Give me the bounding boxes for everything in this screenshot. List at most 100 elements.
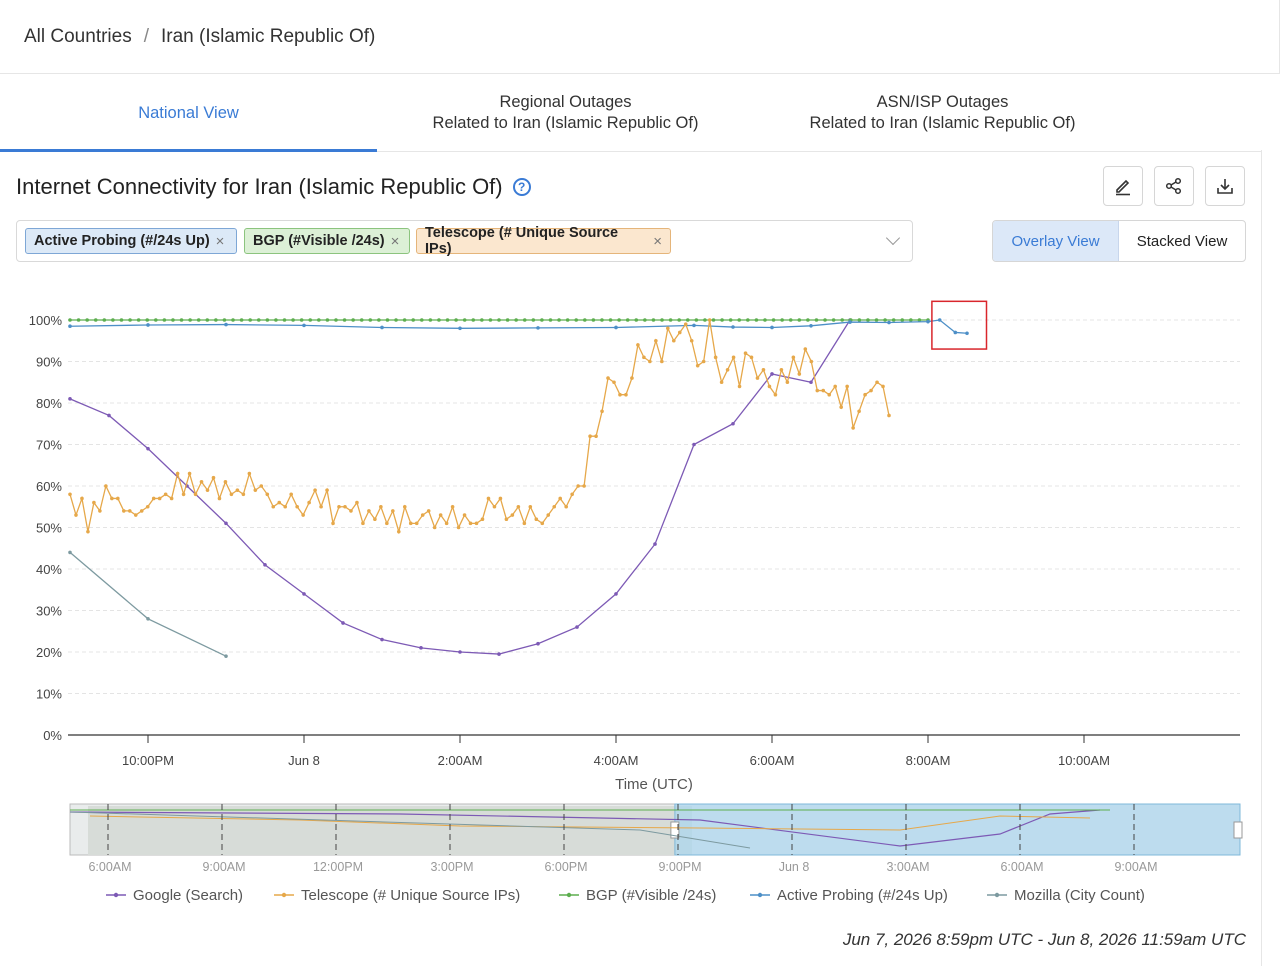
telescope-unique-source-ips-point bbox=[241, 492, 246, 497]
bgp-visible-24s-point bbox=[883, 318, 887, 322]
telescope-unique-source-ips-point bbox=[725, 368, 730, 372]
telescope-unique-source-ips-point bbox=[462, 513, 467, 517]
bgp-visible-24s-point bbox=[274, 318, 278, 322]
telescope-unique-source-ips-point bbox=[277, 500, 282, 505]
stacked-view-button[interactable]: Stacked View bbox=[1136, 232, 1228, 250]
bgp-visible-24s-point bbox=[480, 318, 484, 322]
download-button[interactable] bbox=[1205, 166, 1245, 206]
bgp-visible-24s-point bbox=[334, 318, 338, 322]
telescope-unique-source-ips-point bbox=[187, 471, 192, 476]
y-tick-label: 50% bbox=[36, 521, 62, 536]
bgp-visible-24s-point bbox=[557, 318, 561, 322]
breadcrumb-all-countries[interactable]: All Countries bbox=[24, 25, 132, 47]
telescope-unique-source-ips-point bbox=[319, 504, 323, 509]
chip-active-probing-label: Active Probing (#/24s Up) bbox=[34, 233, 210, 249]
chip-bgp-label: BGP (#Visible /24s) bbox=[253, 233, 385, 249]
bgp-visible-24s-point bbox=[917, 318, 922, 322]
telescope-unique-source-ips-point bbox=[636, 343, 640, 347]
legend-label[interactable]: Mozilla (City Count) bbox=[1014, 887, 1145, 904]
breadcrumb-current: Iran (Islamic Republic Of) bbox=[161, 25, 376, 47]
bgp-visible-24s-point bbox=[600, 318, 604, 322]
bgp-visible-24s-point bbox=[909, 318, 913, 322]
bgp-visible-24s-point bbox=[625, 318, 630, 322]
bgp-visible-24s-point bbox=[900, 318, 905, 322]
google-search-point bbox=[146, 446, 150, 451]
legend-label[interactable]: Telescope (# Unique Source IPs) bbox=[301, 887, 520, 904]
telescope-unique-source-ips-point bbox=[677, 330, 682, 335]
telescope-unique-source-ips-point bbox=[671, 338, 676, 343]
telescope-unique-source-ips-point bbox=[857, 409, 861, 414]
bgp-visible-24s-point bbox=[385, 318, 390, 322]
view-toggle: Overlay View Stacked View bbox=[992, 220, 1246, 262]
telescope-unique-source-ips-point bbox=[689, 338, 694, 343]
telescope-unique-source-ips-point bbox=[402, 504, 407, 509]
chip-remove-icon[interactable]: × bbox=[390, 232, 400, 250]
telescope-unique-source-ips-point bbox=[367, 509, 371, 513]
telescope-unique-source-ips-point bbox=[809, 359, 814, 364]
active-probing-24s-up-line bbox=[69, 319, 968, 334]
telescope-unique-source-ips-point bbox=[343, 504, 347, 509]
active-probing-24s-up-point bbox=[926, 319, 930, 324]
active-tab-indicator bbox=[0, 149, 377, 152]
telescope-unique-source-ips-point bbox=[833, 384, 837, 389]
bgp-visible-24s-point bbox=[831, 318, 836, 322]
telescope-unique-source-ips-point bbox=[875, 380, 879, 385]
bgp-visible-24s-point bbox=[93, 318, 98, 322]
overlay-view-button[interactable]: Overlay View bbox=[993, 221, 1119, 261]
active-probing-24s-up-point bbox=[887, 320, 891, 325]
tab-regional-line1: Regional Outages bbox=[499, 93, 632, 111]
telescope-unique-source-ips-point bbox=[193, 492, 198, 497]
bgp-visible-24s-point bbox=[325, 318, 330, 322]
telescope-unique-source-ips-point bbox=[815, 388, 820, 393]
bgp-visible-24s-point bbox=[823, 318, 827, 322]
telescope-unique-source-ips-point bbox=[582, 484, 586, 488]
active-probing-24s-up-point bbox=[302, 323, 306, 328]
telescope-unique-source-ips-point bbox=[839, 405, 843, 409]
telescope-unique-source-ips-point bbox=[253, 488, 258, 492]
chip-remove-icon[interactable]: × bbox=[215, 232, 225, 250]
bgp-visible-24s-point bbox=[471, 318, 476, 322]
tab-asn-isp-outages[interactable]: ASN/ISP Outages Related to Iran (Islamic… bbox=[754, 74, 1131, 152]
telescope-unique-source-ips-point bbox=[385, 521, 389, 526]
bgp-visible-24s-point bbox=[188, 318, 192, 322]
legend-label[interactable]: Google (Search) bbox=[133, 887, 243, 904]
edit-button[interactable] bbox=[1103, 166, 1143, 206]
legend-label[interactable]: BGP (#Visible /24s) bbox=[586, 887, 716, 904]
bgp-visible-24s-point bbox=[711, 318, 716, 322]
bgp-visible-24s-point bbox=[145, 318, 150, 322]
navigator-tick-label: 3:00PM bbox=[430, 860, 473, 874]
bgp-visible-24s-point bbox=[445, 318, 450, 322]
telescope-unique-source-ips-point bbox=[797, 372, 802, 376]
telescope-unique-source-ips-point bbox=[379, 504, 383, 509]
tab-regional-outages[interactable]: Regional Outages Related to Iran (Islami… bbox=[377, 74, 754, 152]
legend-label[interactable]: Active Probing (#/24s Up) bbox=[777, 887, 948, 904]
telescope-unique-source-ips-point bbox=[600, 409, 604, 414]
chip-remove-icon[interactable]: × bbox=[653, 232, 662, 250]
telescope-unique-source-ips-point bbox=[139, 509, 144, 513]
bgp-visible-24s-point bbox=[291, 318, 295, 322]
legend-marker bbox=[566, 892, 572, 898]
active-probing-24s-up-point bbox=[770, 325, 774, 330]
telescope-unique-source-ips-point bbox=[68, 492, 72, 497]
x-tick-label: 6:00AM bbox=[750, 753, 795, 768]
share-button[interactable] bbox=[1154, 166, 1194, 206]
google-search-point bbox=[380, 637, 384, 642]
bgp-visible-24s-point bbox=[85, 318, 89, 322]
series-selector[interactable]: Active Probing (#/24s Up) × BGP (#Visibl… bbox=[16, 220, 913, 262]
telescope-unique-source-ips-point bbox=[648, 359, 652, 364]
telescope-unique-source-ips-point bbox=[522, 521, 527, 526]
bgp-visible-24s-point bbox=[231, 318, 235, 322]
telescope-unique-source-ips-point bbox=[229, 492, 234, 497]
active-probing-24s-up-point bbox=[692, 323, 696, 328]
navigator-tick-label: 6:00AM bbox=[88, 860, 131, 874]
connectivity-chart[interactable]: 100% 90% 80% 70% 60% 50% 40% 30% 20% 10% 0% 10:00PM… bbox=[0, 0, 1262, 920]
telescope-unique-source-ips-point bbox=[552, 504, 557, 509]
navigator-tick-label: 6:00AM bbox=[1000, 860, 1043, 874]
telescope-unique-source-ips-point bbox=[642, 355, 646, 360]
bgp-visible-24s-point bbox=[531, 318, 536, 322]
legend-marker bbox=[994, 892, 1000, 898]
google-search-point bbox=[809, 380, 813, 385]
tab-national-view[interactable]: National View bbox=[0, 74, 377, 152]
telescope-unique-source-ips-point bbox=[576, 484, 580, 488]
question-circle-icon[interactable]: ? bbox=[512, 178, 531, 196]
